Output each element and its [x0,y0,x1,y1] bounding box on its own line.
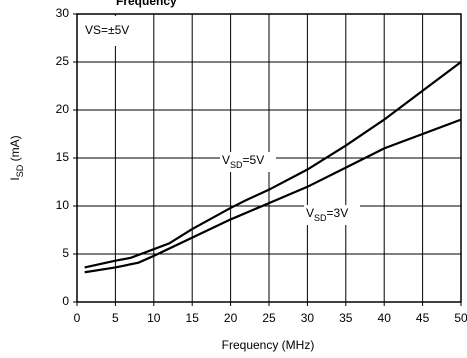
y-axis-label-main: I [8,177,22,180]
y-tick-label: 0 [62,294,69,308]
series-label: VSD=5V [222,153,264,170]
x-tick-label: 20 [224,311,238,325]
plot-frame [76,13,462,303]
y-tick-label: 15 [56,150,70,164]
series-label-main: V [222,153,230,167]
y-axis-label: ISD (mA) [8,135,25,180]
y-tick-label: 10 [56,198,70,212]
x-tick-label: 15 [186,311,200,325]
series-label-rest: =3V [327,206,349,220]
y-tick-label: 5 [62,246,69,260]
y-axis-label-unit: (mA) [8,135,22,164]
x-tick-label: 10 [147,311,161,325]
x-tick-label: 25 [262,311,276,325]
x-tick-label: 0 [74,311,81,325]
y-tick-label: 30 [56,6,70,20]
series-label-sub: SD [314,213,327,223]
series-label-bg [220,152,276,172]
series-line [84,61,462,269]
x-tick-label: 50 [454,311,467,325]
x-tick-label: 35 [339,311,353,325]
y-tick-label: 20 [56,102,70,116]
x-tick-label: 45 [416,311,430,325]
series-label-sub: SD [230,160,243,170]
y-axis-label-sub: SD [15,164,25,177]
x-tick-label: 5 [112,311,119,325]
chart-title: Frequency [116,0,177,8]
annotation-box [79,16,139,46]
y-tick-label: 25 [56,54,70,68]
series-label: VSD=3V [306,206,348,223]
series-line [84,118,462,274]
x-tick-label: 30 [301,311,315,325]
series-label-rest: =5V [243,153,265,167]
annotation: VS=±5V [85,23,129,37]
series-label-main: V [306,206,314,220]
x-tick-label: 40 [378,311,392,325]
series-label-bg [304,205,360,225]
x-axis-label: Frequency (MHz) [222,338,315,352]
